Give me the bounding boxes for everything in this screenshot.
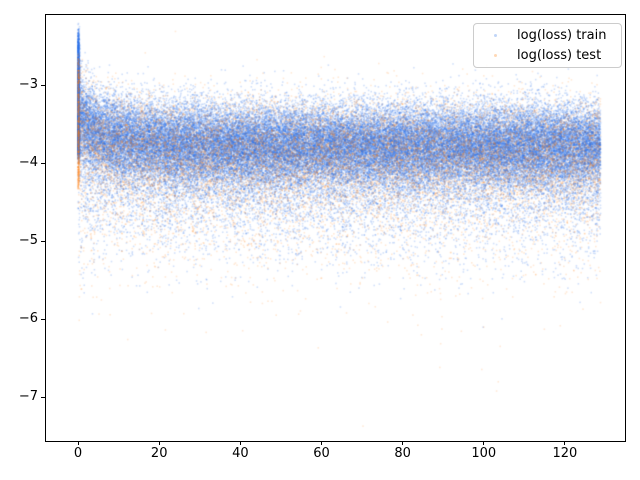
y-tick-label: −5 — [18, 233, 38, 249]
x-tick-label: 120 — [552, 446, 578, 461]
train-marker-dot — [494, 34, 497, 37]
x-tick-mark — [564, 441, 566, 445]
y-tick-label: −3 — [18, 77, 38, 93]
y-tick-mark — [41, 396, 45, 398]
legend-marker-cell — [474, 54, 517, 57]
x-tick-mark — [321, 441, 322, 445]
x-tick-label: 60 — [313, 446, 330, 461]
x-tick-label: 100 — [471, 446, 497, 461]
y-tick-label: −6 — [18, 311, 38, 327]
legend-label-train: log(loss) train — [517, 27, 607, 43]
legend-label-test: log(loss) test — [517, 47, 602, 63]
y-tick-mark — [41, 84, 45, 86]
plot-area — [45, 14, 626, 442]
legend-entry-train: log(loss) train — [474, 26, 621, 46]
y-tick-mark — [41, 162, 45, 164]
legend: log(loss) train log(loss) test — [473, 23, 622, 68]
x-tick-mark — [77, 441, 79, 445]
test-marker-dot — [494, 54, 497, 57]
x-tick-mark — [239, 441, 241, 445]
x-tick-label: 40 — [232, 446, 249, 461]
legend-entry-test: log(loss) test — [474, 46, 621, 66]
x-tick-label: 0 — [73, 446, 83, 461]
y-tick-mark — [41, 318, 45, 320]
y-tick-mark — [41, 240, 45, 242]
x-tick-label: 80 — [394, 446, 411, 461]
legend-marker-cell — [474, 34, 517, 37]
y-tick-label: −7 — [18, 389, 38, 405]
y-tick-label: −4 — [18, 155, 38, 171]
x-tick-mark — [158, 441, 160, 445]
x-tick-label: 20 — [150, 446, 168, 461]
x-tick-mark — [483, 441, 485, 445]
x-tick-mark — [402, 441, 404, 445]
